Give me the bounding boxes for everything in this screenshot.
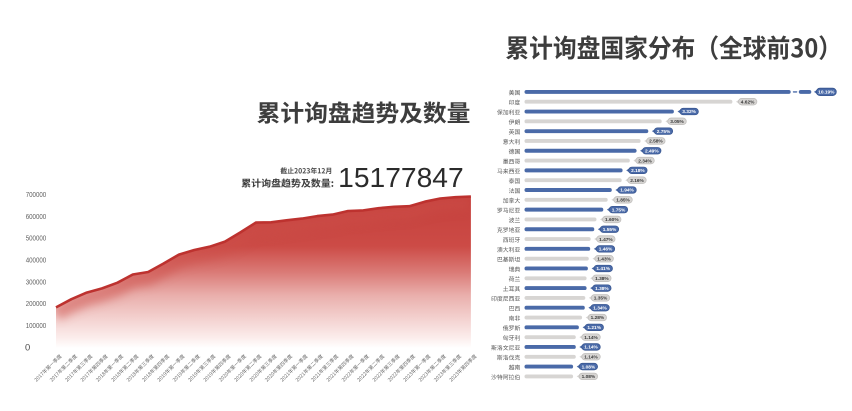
svg-text:4.62%: 4.62% [741, 99, 755, 105]
svg-text:1.35%: 1.35% [594, 296, 608, 302]
svg-text:1.08%: 1.08% [582, 374, 596, 380]
svg-text:1.21%: 1.21% [587, 325, 601, 331]
svg-text:1.47%: 1.47% [599, 237, 613, 243]
svg-text:1.43%: 1.43% [597, 256, 611, 262]
svg-text:1.55%: 1.55% [603, 227, 617, 233]
svg-text:400000: 400000 [26, 257, 47, 265]
svg-text:200000: 200000 [26, 300, 47, 308]
svg-text:1.08%: 1.08% [582, 364, 596, 370]
svg-text:700000: 700000 [26, 191, 47, 199]
svg-text:1.85%: 1.85% [616, 198, 630, 204]
svg-text:1.60%: 1.60% [605, 217, 619, 223]
svg-text:3.32%: 3.32% [682, 109, 696, 115]
svg-text:100000: 100000 [26, 322, 47, 330]
svg-text:2.18%: 2.18% [631, 168, 645, 174]
svg-text:2.58%: 2.58% [649, 139, 663, 145]
svg-text:3.05%: 3.05% [670, 119, 684, 125]
svg-text:1.14%: 1.14% [584, 345, 598, 351]
svg-text:10.19%: 10.19% [818, 90, 835, 96]
svg-text:500000: 500000 [26, 235, 47, 243]
svg-text:1.14%: 1.14% [584, 335, 598, 341]
svg-text:2.75%: 2.75% [657, 129, 671, 135]
svg-text:2.16%: 2.16% [630, 178, 644, 184]
svg-text:1.38%: 1.38% [595, 286, 609, 292]
svg-text:2.34%: 2.34% [638, 158, 652, 164]
svg-text:15177847: 15177847 [338, 162, 464, 193]
svg-text:1.75%: 1.75% [612, 207, 626, 213]
svg-text:1.94%: 1.94% [620, 188, 634, 194]
svg-text:300000: 300000 [26, 278, 47, 286]
svg-text:2.49%: 2.49% [645, 148, 659, 154]
svg-text:1.38%: 1.38% [595, 276, 609, 282]
svg-text:1.41%: 1.41% [596, 266, 610, 272]
svg-text:1.34%: 1.34% [593, 305, 607, 311]
svg-text:1.28%: 1.28% [591, 315, 605, 321]
svg-text:1.46%: 1.46% [599, 247, 613, 253]
svg-text:0: 0 [25, 342, 30, 353]
svg-text:600000: 600000 [26, 213, 47, 221]
svg-text:1.14%: 1.14% [584, 354, 598, 360]
